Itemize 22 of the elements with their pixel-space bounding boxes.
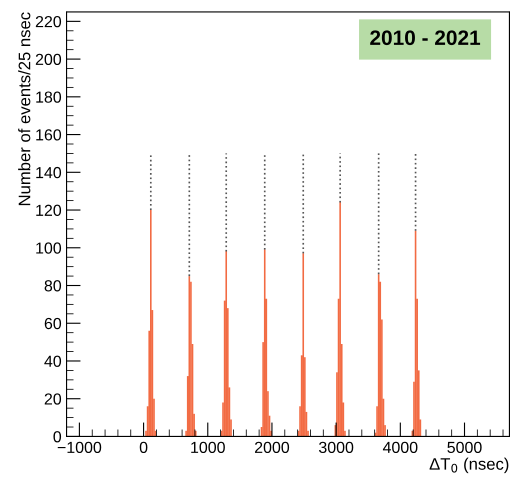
annotation: 2010 - 2021 — [370, 30, 480, 46]
y-axis-title: Number of events/25 nsec — [18, 12, 30, 206]
x-tick-label: 1000 — [191, 442, 225, 454]
y-tick-label: 220 — [36, 16, 62, 28]
y-tick-label: 40 — [44, 356, 62, 367]
y-tick-label: 200 — [36, 54, 62, 66]
x-tick-label: 4000 — [382, 442, 418, 454]
y-tick-label: 0 — [53, 431, 62, 442]
y-tick-label: 20 — [44, 393, 62, 405]
x-axis-title: ΔT$_{0}$ (nsec) — [430, 458, 508, 474]
y-tick-label: 140 — [36, 166, 62, 178]
y-tick-label: 80 — [44, 280, 62, 292]
y-tick-label: 180 — [36, 91, 62, 103]
y-tick-label: 160 — [36, 129, 62, 141]
x-tick-label: 3000 — [318, 442, 354, 454]
x-tick-label: 5000 — [447, 442, 482, 454]
y-tick-label: 60 — [44, 318, 62, 330]
y-tick-label: 100 — [36, 242, 62, 254]
x-tick-label: −1000 — [58, 442, 102, 454]
x-tick-label: 0 — [140, 442, 148, 454]
y-tick-label: 120 — [36, 204, 62, 216]
x-tick-label: 2000 — [254, 442, 290, 454]
